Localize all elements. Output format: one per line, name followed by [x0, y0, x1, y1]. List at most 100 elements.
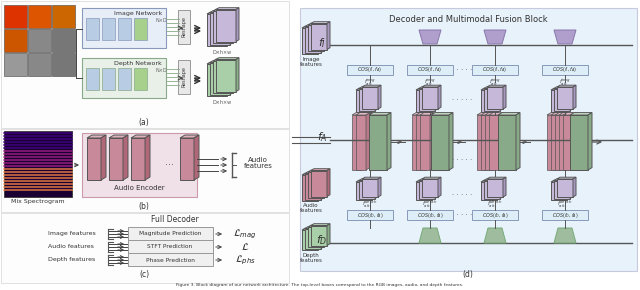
- Polygon shape: [416, 115, 426, 170]
- Polygon shape: [487, 87, 503, 109]
- Polygon shape: [503, 85, 506, 109]
- Polygon shape: [216, 59, 236, 92]
- Bar: [347, 65, 393, 75]
- Polygon shape: [487, 177, 506, 179]
- Polygon shape: [210, 63, 230, 95]
- Polygon shape: [565, 113, 569, 170]
- Polygon shape: [359, 179, 378, 180]
- Bar: [118, 18, 131, 40]
- Polygon shape: [422, 87, 438, 109]
- Bar: [472, 210, 518, 220]
- Polygon shape: [503, 177, 506, 197]
- Polygon shape: [500, 87, 503, 110]
- Polygon shape: [180, 138, 194, 180]
- Polygon shape: [487, 179, 503, 197]
- Bar: [4, 5, 27, 28]
- Bar: [28, 53, 51, 76]
- Bar: [407, 65, 453, 75]
- Polygon shape: [356, 90, 372, 112]
- Polygon shape: [412, 113, 426, 115]
- Text: N×D: N×D: [156, 68, 168, 73]
- Text: (b): (b): [139, 202, 149, 211]
- Text: Mix Spectrogram: Mix Spectrogram: [11, 200, 65, 204]
- Polygon shape: [359, 87, 378, 88]
- Bar: [542, 210, 588, 220]
- Polygon shape: [369, 115, 387, 170]
- Text: Audio features: Audio features: [48, 244, 94, 249]
- Polygon shape: [567, 180, 570, 200]
- Polygon shape: [352, 113, 366, 115]
- Polygon shape: [305, 26, 321, 52]
- Polygon shape: [305, 172, 324, 173]
- Polygon shape: [416, 180, 435, 182]
- Polygon shape: [230, 61, 233, 95]
- Text: Audio Encoder: Audio Encoder: [114, 185, 164, 191]
- Polygon shape: [554, 180, 570, 198]
- Polygon shape: [378, 177, 381, 197]
- Polygon shape: [485, 113, 499, 115]
- Text: Magnitude Prediction: Magnitude Prediction: [139, 231, 201, 237]
- Polygon shape: [555, 113, 569, 115]
- Polygon shape: [302, 26, 321, 28]
- Bar: [82, 58, 166, 98]
- Polygon shape: [495, 113, 499, 170]
- Text: $COS(f_I, f_A)$: $COS(f_I, f_A)$: [357, 66, 383, 75]
- Polygon shape: [352, 115, 362, 170]
- Polygon shape: [366, 113, 370, 170]
- Polygon shape: [302, 175, 318, 201]
- Text: Figure 3. Block diagram of our network architecture. The top-level boxes corresp: Figure 3. Block diagram of our network a…: [177, 283, 463, 287]
- Polygon shape: [305, 25, 324, 26]
- Polygon shape: [318, 26, 321, 54]
- Text: Reshape: Reshape: [182, 17, 186, 37]
- Polygon shape: [308, 170, 327, 172]
- Polygon shape: [557, 113, 561, 170]
- Polygon shape: [555, 115, 565, 170]
- Polygon shape: [123, 135, 128, 180]
- Polygon shape: [311, 171, 327, 197]
- Text: (c): (c): [139, 271, 149, 280]
- Bar: [407, 210, 453, 220]
- Text: $COS(f_D, f_A)$: $COS(f_D, f_A)$: [481, 211, 508, 220]
- Polygon shape: [327, 22, 330, 50]
- Text: Reshape: Reshape: [182, 67, 186, 88]
- Polygon shape: [412, 115, 422, 170]
- Text: $COS(f_I, f_A)$: $COS(f_I, f_A)$: [552, 66, 578, 75]
- Text: STFT Prediction: STFT Prediction: [147, 244, 193, 249]
- Polygon shape: [426, 113, 430, 170]
- Polygon shape: [327, 224, 330, 246]
- Polygon shape: [356, 180, 375, 182]
- Polygon shape: [569, 113, 573, 170]
- Polygon shape: [551, 115, 561, 170]
- Polygon shape: [498, 115, 516, 170]
- Bar: [300, 8, 637, 271]
- Text: Audio
features: Audio features: [300, 203, 323, 213]
- Bar: [128, 227, 213, 240]
- Polygon shape: [481, 180, 500, 182]
- Polygon shape: [570, 179, 573, 198]
- Text: Image features: Image features: [48, 231, 96, 237]
- Polygon shape: [551, 180, 570, 182]
- Polygon shape: [109, 135, 128, 138]
- Polygon shape: [194, 135, 199, 180]
- Polygon shape: [416, 182, 432, 200]
- Polygon shape: [419, 87, 438, 88]
- Polygon shape: [487, 113, 491, 170]
- Polygon shape: [311, 226, 327, 246]
- Polygon shape: [438, 85, 441, 109]
- Text: (d): (d): [463, 271, 474, 280]
- Bar: [4, 29, 27, 52]
- Polygon shape: [500, 179, 503, 198]
- Polygon shape: [432, 88, 435, 112]
- Text: $f_I$: $f_I$: [318, 36, 326, 50]
- Text: Depth features: Depth features: [48, 258, 95, 262]
- Text: $COS(f_D, f_A)$: $COS(f_D, f_A)$: [356, 211, 383, 220]
- Polygon shape: [302, 230, 318, 250]
- Polygon shape: [359, 88, 375, 110]
- Text: $COS(f_I, f_A)$: $COS(f_I, f_A)$: [483, 66, 508, 75]
- Polygon shape: [369, 113, 391, 115]
- Polygon shape: [302, 173, 321, 175]
- Bar: [128, 253, 213, 266]
- Polygon shape: [207, 62, 230, 64]
- Polygon shape: [432, 180, 435, 200]
- Polygon shape: [554, 87, 573, 88]
